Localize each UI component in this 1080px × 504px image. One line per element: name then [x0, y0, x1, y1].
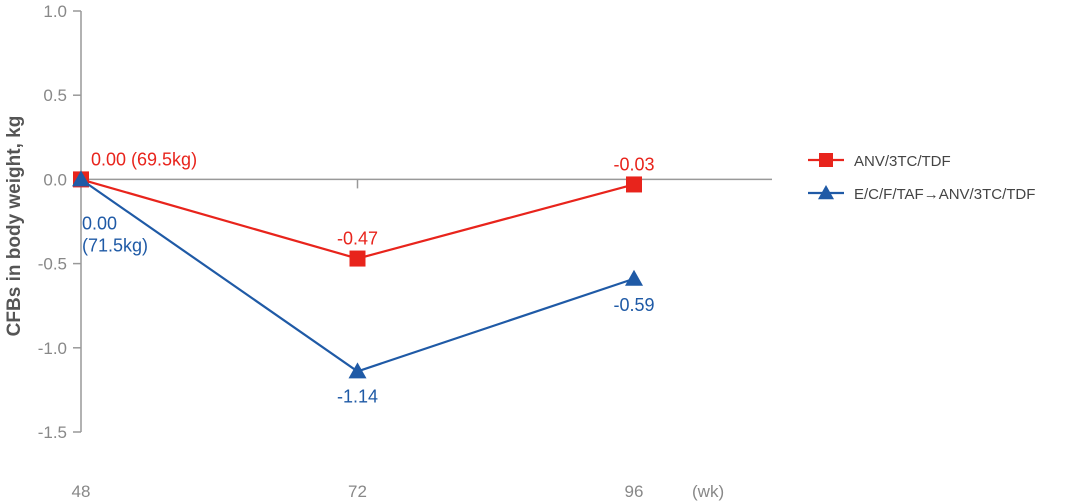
- legend-square-marker: [819, 153, 833, 167]
- data-label-line: -0.03: [613, 154, 654, 174]
- data-label: 0.00 (71.5kg): [82, 213, 148, 255]
- x-tick-label: 96: [625, 482, 644, 501]
- x-tick-label: 48: [72, 482, 91, 501]
- triangle-marker: [348, 362, 367, 379]
- y-tick-label: -0.5: [38, 255, 67, 274]
- square-marker: [349, 250, 366, 267]
- y-tick-label: 1.0: [43, 2, 67, 21]
- data-label-line: -0.59: [613, 295, 654, 315]
- triangle-marker: [72, 170, 90, 187]
- data-label-line: 0.00 (69.5kg): [91, 149, 197, 169]
- data-label-line: -1.14: [337, 386, 378, 406]
- series-layer: [72, 170, 643, 379]
- data-label-line: 0.00: [82, 213, 117, 233]
- data-label: -1.14: [337, 386, 378, 406]
- data-label-line: -0.47: [337, 229, 378, 249]
- data-label-line: (71.5kg): [82, 235, 148, 255]
- y-tick-label: 0.5: [43, 86, 67, 105]
- legend-label: E/C/F/TAF→ANV/3TC/TDF: [854, 186, 1035, 203]
- triangle-marker: [625, 269, 643, 286]
- y-tick-label: -1.5: [38, 423, 67, 442]
- y-tick-label: 0.0: [43, 170, 67, 189]
- y-axis-title: CFBs in body weight, kg: [4, 116, 25, 337]
- square-marker: [626, 176, 642, 193]
- legend: ANV/3TC/TDF E/C/F/TAF→ANV/3TC/TDF: [808, 153, 1035, 203]
- legend-triangle-marker: [818, 185, 834, 200]
- data-labels: 0.00 (69.5kg) -0.47 -0.03 0.00 (71.5kg) -1.14…: [82, 149, 655, 406]
- data-label: -0.03: [613, 154, 654, 174]
- x-axis-unit: (wk): [692, 482, 724, 501]
- series-line-2: [80, 178, 635, 373]
- x-tick-label: 72: [348, 482, 367, 501]
- data-label: 0.00 (69.5kg): [91, 149, 197, 169]
- legend-label: ANV/3TC/TDF: [854, 153, 951, 170]
- data-label: -0.59: [613, 295, 654, 315]
- data-label: -0.47: [337, 229, 378, 249]
- y-tick-label: -1.0: [38, 339, 67, 358]
